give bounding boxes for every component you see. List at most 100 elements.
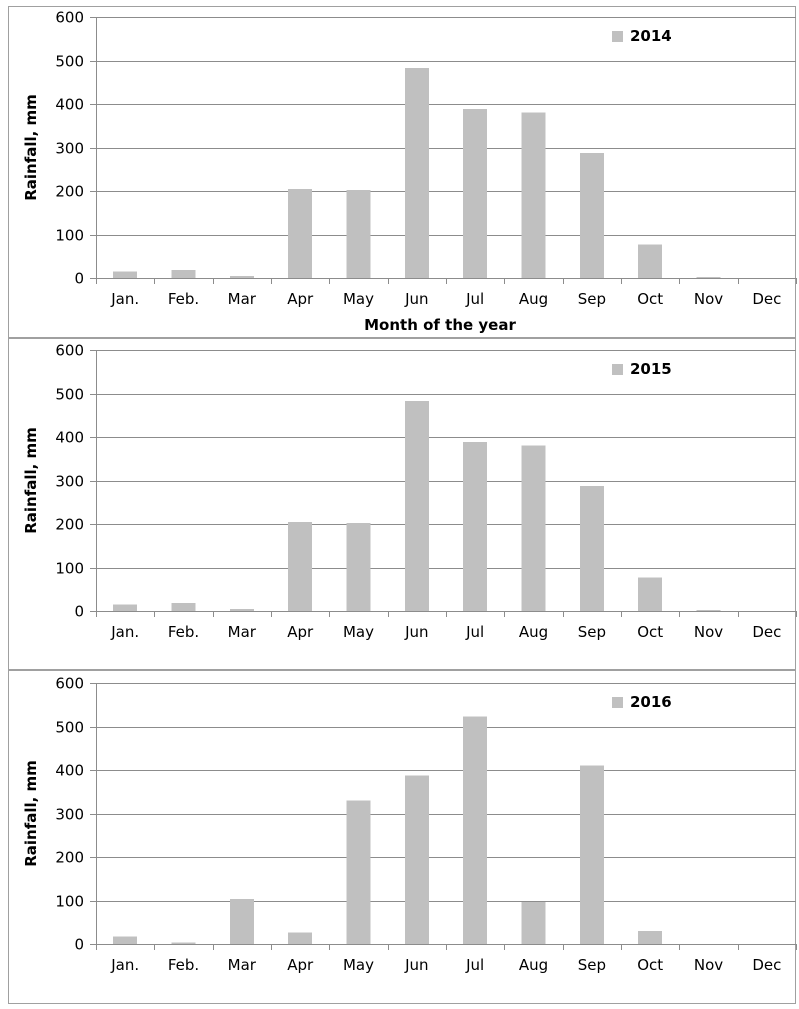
y-tick-label: 600 — [55, 9, 84, 27]
y-tick-label: 300 — [55, 140, 84, 158]
bar-feb — [171, 270, 196, 278]
bar-jun — [404, 775, 429, 944]
y-tick-label: 500 — [55, 386, 84, 404]
x-tick-label: Mar — [228, 623, 257, 641]
x-tick-label: May — [343, 623, 374, 641]
bar-may — [346, 800, 371, 944]
bar-sep — [579, 153, 604, 278]
x-tick-label: Jan. — [110, 956, 139, 974]
bar-may — [346, 523, 371, 611]
panel-frame — [8, 338, 796, 670]
bar-oct — [638, 577, 663, 611]
bar-jan — [113, 271, 138, 278]
x-tick-label: Jan. — [110, 290, 139, 308]
bar-sep — [579, 486, 604, 611]
x-tick-label: Jan. — [110, 623, 139, 641]
bar-nov — [696, 610, 721, 611]
x-tick-label: Oct — [637, 290, 663, 308]
x-tick-label: Dec — [752, 290, 781, 308]
x-tick-label: Oct — [637, 623, 663, 641]
bar-jul — [463, 442, 488, 611]
bar-aug — [521, 112, 546, 278]
x-axis-title: Month of the year — [364, 316, 516, 334]
y-axis-title: Rainfall, mm — [22, 94, 40, 201]
y-tick-label: 0 — [74, 936, 84, 954]
bar-apr — [288, 932, 313, 944]
legend-swatch — [612, 697, 623, 708]
bar-mar — [229, 275, 254, 278]
bar-jan — [113, 604, 138, 611]
chart-panel-2015: 0 100 200 300 400 500 600 Jan. Feb. Mar Apr May Jun J… — [8, 338, 797, 670]
y-axis-title: Rainfall, mm — [22, 760, 40, 867]
y-tick-label: 600 — [55, 675, 84, 693]
y-tick-label: 200 — [55, 849, 84, 867]
bar-feb — [171, 942, 196, 944]
bar-feb — [171, 603, 196, 611]
x-tick-label: Sep — [578, 290, 606, 308]
y-tick-label: 100 — [55, 893, 84, 911]
x-tick-label: Jun — [404, 290, 428, 308]
x-tick-label: May — [343, 290, 374, 308]
y-tick-label: 600 — [55, 342, 84, 360]
y-tick-label: 300 — [55, 473, 84, 491]
y-tick-label: 300 — [55, 806, 84, 824]
x-tick-label: Jun — [404, 623, 428, 641]
bar-aug — [521, 445, 546, 611]
panel-frame — [8, 670, 796, 1004]
bar-may — [346, 190, 371, 278]
panel-frame — [8, 6, 796, 338]
legend-label: 2014 — [630, 27, 672, 45]
bar-jun — [404, 400, 429, 611]
y-tick-label: 100 — [55, 560, 84, 578]
x-tick-label: Aug — [519, 290, 548, 308]
bar-jan — [113, 936, 138, 944]
x-tick-label: Mar — [228, 956, 257, 974]
y-axis-title: Rainfall, mm — [22, 427, 40, 534]
legend-swatch — [612, 31, 623, 42]
y-tick-label: 0 — [74, 270, 84, 288]
x-tick-label: Aug — [519, 623, 548, 641]
bar-oct — [638, 244, 663, 278]
x-tick-label: Apr — [287, 290, 314, 308]
x-tick-label: Aug — [519, 956, 548, 974]
x-tick-label: Sep — [578, 956, 606, 974]
legend-label: 2015 — [630, 360, 672, 378]
x-tick-label: Feb. — [168, 290, 199, 308]
x-tick-label: Sep — [578, 623, 606, 641]
y-tick-label: 0 — [74, 603, 84, 621]
y-tick-label: 200 — [55, 516, 84, 534]
chart-panel-2016: 0 100 200 300 400 500 600 Jan. Feb. Mar Apr May Jun J… — [8, 670, 797, 1004]
x-tick-label: Nov — [694, 956, 723, 974]
bar-mar — [229, 608, 254, 611]
x-tick-label: Nov — [694, 623, 723, 641]
y-tick-label: 500 — [55, 719, 84, 737]
x-tick-label: Dec — [752, 623, 781, 641]
y-tick-label: 400 — [55, 762, 84, 780]
x-tick-label: Oct — [637, 956, 663, 974]
bar-oct — [638, 930, 663, 944]
x-tick-label: Jul — [465, 623, 484, 641]
x-tick-label: Jul — [465, 956, 484, 974]
y-tick-label: 200 — [55, 183, 84, 201]
x-tick-label: Feb. — [168, 956, 199, 974]
y-tick-label: 400 — [55, 429, 84, 447]
bar-mar — [229, 898, 254, 944]
x-tick-label: Apr — [287, 623, 314, 641]
bar-apr — [288, 188, 313, 278]
bar-jun — [404, 67, 429, 279]
x-tick-label: May — [343, 956, 374, 974]
y-tick-label: 100 — [55, 227, 84, 245]
x-tick-label: Nov — [694, 290, 723, 308]
bar-aug — [521, 902, 546, 944]
x-tick-label: Jun — [404, 956, 428, 974]
bar-jul — [463, 109, 488, 278]
x-tick-label: Mar — [228, 290, 257, 308]
y-tick-label: 500 — [55, 53, 84, 71]
legend-label: 2016 — [630, 693, 672, 711]
bar-apr — [288, 521, 313, 611]
bar-jul — [463, 716, 488, 944]
y-tick-label: 400 — [55, 96, 84, 114]
bar-nov — [696, 277, 721, 278]
x-tick-label: Dec — [752, 956, 781, 974]
